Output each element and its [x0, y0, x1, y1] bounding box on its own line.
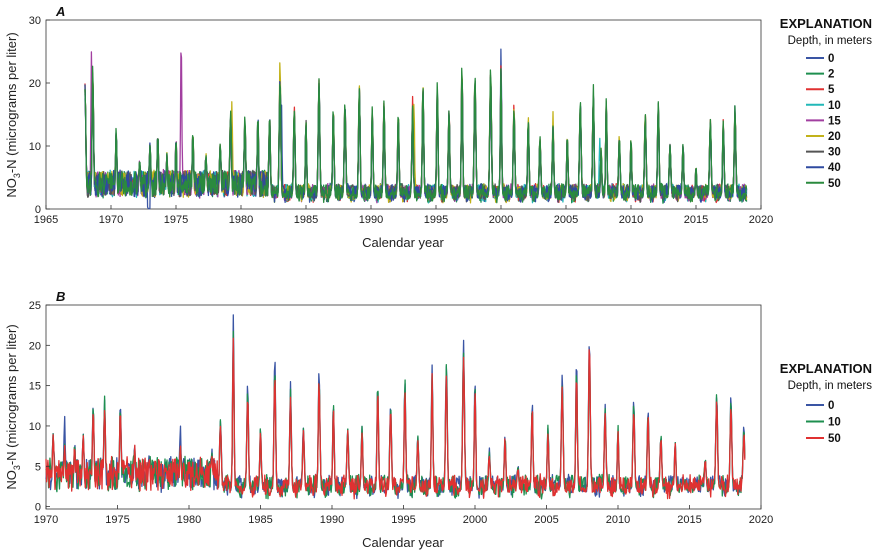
x-tick-label: 2010 [619, 214, 643, 226]
panel-a-legend: EXPLANATION Depth, in meters 0 2 5 10 15 20 30… [780, 16, 872, 190]
panel-a-legend-items: 0 2 5 10 15 20 30 40 50 [806, 53, 841, 190]
x-tick-label: 1990 [320, 514, 344, 526]
panel-b: B 1970 1975 1980 1985 1990 1995 2000 2005 2010 20… [4, 289, 872, 550]
legend-label-depth-2: 2 [828, 69, 834, 81]
legend-label-depth-10: 10 [828, 100, 841, 112]
legend-label-depth-30: 30 [828, 147, 841, 159]
x-tick-label: 1980 [177, 514, 201, 526]
panel-b-legend-items: 0 10 50 [806, 400, 841, 445]
x-tick-label: 1985 [294, 214, 318, 226]
panel-a-letter: A [55, 4, 65, 19]
panel-a-x-ticks: 1965 1970 1975 1980 1985 1990 1995 2000 2005 2010… [34, 205, 773, 226]
panel-a-y-axis-label: NO3-N (micrograms per liter) [4, 32, 22, 197]
y-tick-label: 0 [35, 502, 41, 514]
panel-a-legend-title: EXPLANATION [780, 16, 872, 31]
x-tick-label: 1965 [34, 214, 58, 226]
x-tick-label: 2010 [606, 514, 630, 526]
panel-a-x-axis-label: Calendar year [362, 235, 444, 250]
panel-b-series-group [45, 314, 746, 500]
legend-label-depth-10: 10 [828, 417, 841, 429]
x-tick-label: 1970 [34, 514, 58, 526]
x-tick-label: 1975 [164, 214, 188, 226]
legend-label-depth-40: 40 [828, 162, 841, 174]
legend-label-depth-0: 0 [828, 400, 834, 412]
legend-label-depth-0: 0 [828, 53, 834, 65]
x-tick-label: 1990 [359, 214, 383, 226]
panel-b-x-axis-label: Calendar year [362, 535, 444, 550]
x-tick-label: 1985 [248, 514, 272, 526]
panel-a-y-ticks: 0 10 20 30 [29, 15, 50, 216]
x-tick-label: 2005 [534, 514, 558, 526]
x-tick-label: 2005 [554, 214, 578, 226]
panel-b-legend-subtitle: Depth, in meters [788, 380, 873, 392]
x-tick-label: 1995 [391, 514, 415, 526]
panel-a: A 1965 1970 1975 1980 1985 1990 1995 2000 2005 20… [4, 4, 872, 250]
panel-a-series-group [84, 48, 748, 210]
panel-b-letter: B [56, 289, 65, 304]
y-tick-label: 25 [29, 300, 41, 312]
y-tick-label: 10 [29, 141, 41, 153]
legend-label-depth-50: 50 [828, 433, 841, 445]
x-tick-label: 2020 [749, 214, 773, 226]
panel-b-y-axis-label: NO3-N (micrograms per liter) [4, 324, 22, 489]
y-tick-label: 15 [29, 381, 41, 393]
x-tick-label: 1970 [99, 214, 123, 226]
legend-label-depth-20: 20 [828, 131, 841, 143]
y-tick-label: 20 [29, 78, 41, 90]
y-tick-label: 30 [29, 15, 41, 27]
x-tick-label: 2000 [489, 214, 513, 226]
panel-a-legend-subtitle: Depth, in meters [788, 35, 873, 47]
series-line-depth-50 [84, 65, 748, 204]
x-tick-label: 1995 [424, 214, 448, 226]
legend-label-depth-50: 50 [828, 178, 841, 190]
x-tick-label: 2000 [463, 514, 487, 526]
y-tick-label: 20 [29, 340, 41, 352]
panel-b-legend: EXPLANATION Depth, in meters 0 10 50 [780, 361, 872, 445]
x-tick-label: 2015 [677, 514, 701, 526]
x-tick-label: 2020 [749, 514, 773, 526]
panel-b-y-ticks: 0 5 10 15 20 25 [29, 300, 50, 514]
legend-label-depth-15: 15 [828, 115, 841, 127]
y-tick-label: 10 [29, 421, 41, 433]
panel-a-plot-frame [45, 19, 762, 210]
x-tick-label: 2015 [684, 214, 708, 226]
x-tick-label: 1980 [229, 214, 253, 226]
panel-b-x-ticks: 1970 1975 1980 1985 1990 1995 2000 2005 2010 2015… [34, 505, 773, 526]
legend-label-depth-5: 5 [828, 84, 835, 96]
series-line-depth-50 [45, 337, 746, 500]
y-tick-label: 0 [35, 204, 41, 216]
y-tick-label: 5 [35, 461, 41, 473]
x-tick-label: 1975 [105, 514, 129, 526]
panel-b-legend-title: EXPLANATION [780, 361, 872, 376]
